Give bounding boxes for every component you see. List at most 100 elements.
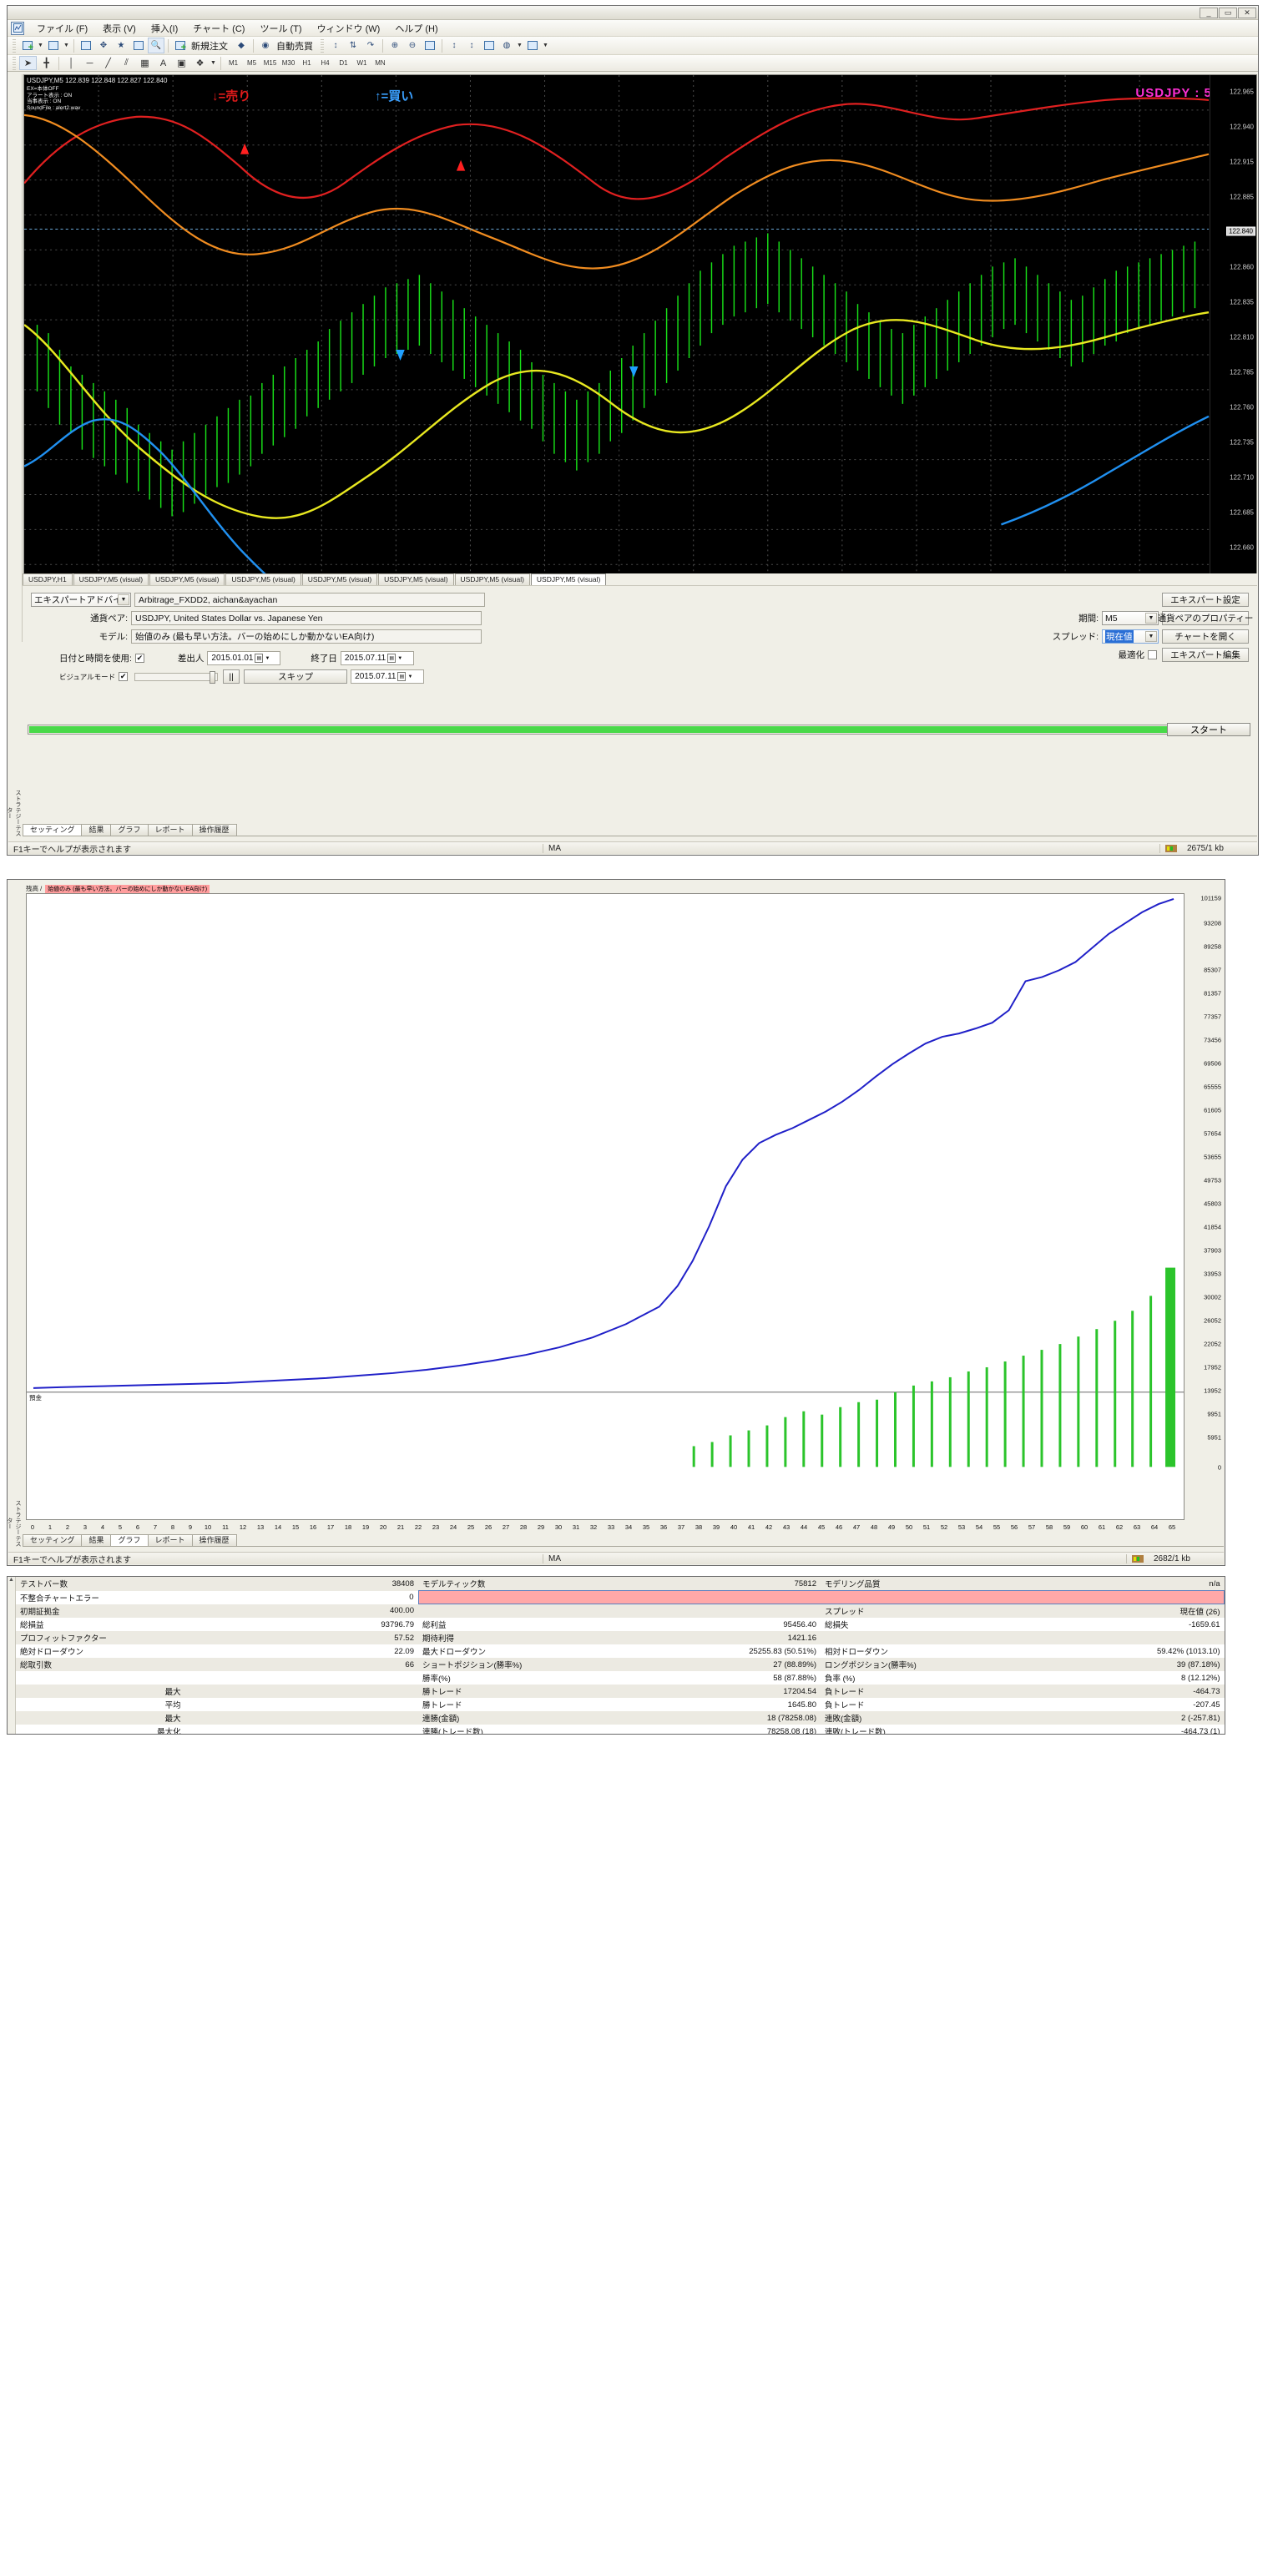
- text-icon[interactable]: A: [159, 58, 167, 68]
- period-m15-button[interactable]: M15: [263, 59, 277, 67]
- templates-icon[interactable]: [481, 38, 498, 53]
- tile-dropdown-icon[interactable]: ▼: [63, 43, 69, 48]
- tab-settings[interactable]: セッティング: [23, 1534, 83, 1546]
- start-button[interactable]: スタート: [1167, 723, 1250, 736]
- tab-graph[interactable]: グラフ: [110, 824, 149, 836]
- tab-report[interactable]: レポート: [147, 824, 193, 836]
- menu-file[interactable]: ファイル (F): [37, 23, 88, 34]
- symbol-field[interactable]: USDJPY, United States Dollar vs. Japanes…: [131, 611, 482, 625]
- skip-button[interactable]: スキップ: [244, 669, 348, 684]
- from-date-field[interactable]: 2015.01.01 ▤ ▼: [207, 651, 281, 665]
- use-date-checkbox[interactable]: ✔: [134, 654, 144, 663]
- tile-windows-icon[interactable]: [45, 38, 62, 53]
- toolbar-grip[interactable]: [13, 38, 16, 53]
- new-order-icon[interactable]: +: [172, 38, 189, 53]
- indicators-dropdown-icon[interactable]: ▼: [517, 43, 523, 48]
- auto-trading-label[interactable]: 自動売買: [276, 41, 313, 52]
- chevron-down-icon[interactable]: ▼: [118, 594, 129, 605]
- chevron-down-icon[interactable]: ▼: [1145, 631, 1157, 642]
- chart-tab-visual-3[interactable]: USDJPY,M5 (visual): [225, 573, 301, 585]
- fibonacci-icon[interactable]: ▦: [140, 58, 149, 68]
- tab-results[interactable]: 結果: [81, 1534, 112, 1546]
- tab-settings[interactable]: セッティング: [23, 824, 83, 836]
- bar-chart-icon[interactable]: ↕: [333, 41, 338, 50]
- chevron-down-icon[interactable]: ▼: [397, 655, 403, 661]
- period-h4-button[interactable]: H4: [321, 59, 330, 67]
- tab-results[interactable]: 結果: [81, 824, 112, 836]
- close-button[interactable]: ✕: [1238, 7, 1256, 18]
- autoscroll-icon[interactable]: ↕: [452, 41, 457, 50]
- arrows-icon[interactable]: ❖: [195, 58, 205, 68]
- periods-icon[interactable]: [524, 38, 541, 53]
- menu-tools[interactable]: ツール (T): [260, 23, 302, 34]
- chart-tab-usdjpy-h1[interactable]: USDJPY,H1: [23, 573, 73, 585]
- candle-chart-icon[interactable]: ⇅: [349, 41, 357, 50]
- chart-tab-visual-4[interactable]: USDJPY,M5 (visual): [301, 573, 378, 585]
- menu-charts[interactable]: チャート (C): [193, 23, 245, 34]
- equidistant-channel-icon[interactable]: ⫽: [124, 58, 129, 68]
- data-folder-icon[interactable]: ★: [117, 41, 125, 50]
- spread-combo[interactable]: 現在値 ▼: [1102, 629, 1159, 644]
- chevron-down-icon[interactable]: ▼: [265, 655, 270, 661]
- market-watch-icon[interactable]: [78, 38, 94, 53]
- price-chart[interactable]: USDJPY,M5 122.839 122.848 122.827 122.84…: [23, 74, 1257, 642]
- period-mn-button[interactable]: MN: [375, 59, 386, 67]
- tab-journal[interactable]: 操作履歴: [191, 824, 237, 836]
- line-toolbar-grip[interactable]: [13, 56, 16, 70]
- tab-graph[interactable]: グラフ: [110, 1534, 149, 1546]
- zoom-out-icon[interactable]: ⊖: [408, 41, 417, 50]
- terminal-icon[interactable]: [130, 38, 147, 53]
- equity-curve-chart[interactable]: 預金: [26, 893, 1185, 1520]
- price-axis[interactable]: 122.965 122.940 122.915 122.885 122.860 …: [1210, 75, 1256, 619]
- vertical-line-icon[interactable]: │: [68, 58, 74, 68]
- periods-dropdown-icon[interactable]: ▼: [543, 43, 548, 48]
- pause-button[interactable]: ||: [223, 669, 240, 684]
- new-chart-dropdown-icon[interactable]: ▼: [38, 43, 43, 48]
- chart-tab-visual-6[interactable]: USDJPY,M5 (visual): [454, 573, 530, 585]
- chart-canvas[interactable]: [24, 75, 1256, 641]
- open-chart-button[interactable]: チャートを開く: [1162, 629, 1249, 644]
- chart-tab-visual-7[interactable]: USDJPY,M5 (visual): [530, 573, 607, 585]
- chevron-down-icon[interactable]: ▼: [407, 674, 413, 679]
- to-date-field[interactable]: 2015.07.11 ▤ ▼: [340, 651, 414, 665]
- shift-end-icon[interactable]: ↕: [469, 41, 474, 50]
- period-combo[interactable]: M5 ▼: [1102, 611, 1159, 625]
- strategy-tester-icon[interactable]: 🔍: [148, 38, 164, 53]
- period-w1-button[interactable]: W1: [356, 59, 367, 67]
- new-chart-icon[interactable]: +: [19, 38, 36, 53]
- calendar-icon[interactable]: ▤: [397, 672, 407, 681]
- minimize-button[interactable]: _: [1200, 7, 1218, 18]
- menu-insert[interactable]: 挿入(I): [150, 23, 179, 34]
- slider-handle[interactable]: [210, 670, 216, 684]
- cursor-icon[interactable]: ➤: [19, 56, 37, 70]
- report-scroll-side[interactable]: ▲: [8, 1577, 16, 1734]
- tester-mode-combo[interactable]: エキスパートアドバイザー ▼: [31, 593, 131, 607]
- period-m5-button[interactable]: M5: [246, 59, 257, 67]
- chart-tab-visual-1[interactable]: USDJPY,M5 (visual): [73, 573, 149, 585]
- period-m1-button[interactable]: M1: [228, 59, 239, 67]
- calendar-icon[interactable]: ▤: [255, 654, 264, 663]
- expert-settings-button[interactable]: エキスパート設定: [1162, 593, 1249, 607]
- visual-mode-checkbox[interactable]: ✔: [119, 672, 129, 681]
- period-m30-button[interactable]: M30: [281, 59, 295, 67]
- optimize-checkbox[interactable]: [1148, 650, 1157, 659]
- period-d1-button[interactable]: D1: [339, 59, 348, 67]
- maximize-button[interactable]: ▭: [1219, 7, 1237, 18]
- visual-speed-slider[interactable]: [134, 670, 219, 684]
- tab-journal[interactable]: 操作履歴: [191, 1534, 237, 1546]
- chart-tab-visual-5[interactable]: USDJPY,M5 (visual): [378, 573, 454, 585]
- line-chart-icon[interactable]: ↷: [366, 41, 375, 50]
- edit-expert-button[interactable]: エキスパート編集: [1162, 648, 1249, 662]
- chart-shift-icon[interactable]: [422, 38, 438, 53]
- crosshair-icon[interactable]: ╋: [43, 58, 49, 68]
- chevron-down-icon[interactable]: ▼: [1145, 613, 1157, 624]
- tab-report[interactable]: レポート: [147, 1534, 193, 1546]
- text-label-icon[interactable]: ▣: [177, 58, 186, 68]
- navigator-icon[interactable]: ✥: [99, 41, 108, 50]
- zoom-in-icon[interactable]: ⊕: [391, 41, 399, 50]
- auto-trading-icon[interactable]: ◉: [261, 41, 270, 50]
- skip-date-field[interactable]: 2015.07.11 ▤ ▼: [351, 669, 425, 684]
- model-field[interactable]: 始値のみ (最も早い方法。バーの始めにしか動かないEA向け): [131, 629, 482, 644]
- menu-view[interactable]: 表示 (V): [103, 23, 136, 34]
- menu-window[interactable]: ウィンドウ (W): [316, 23, 381, 34]
